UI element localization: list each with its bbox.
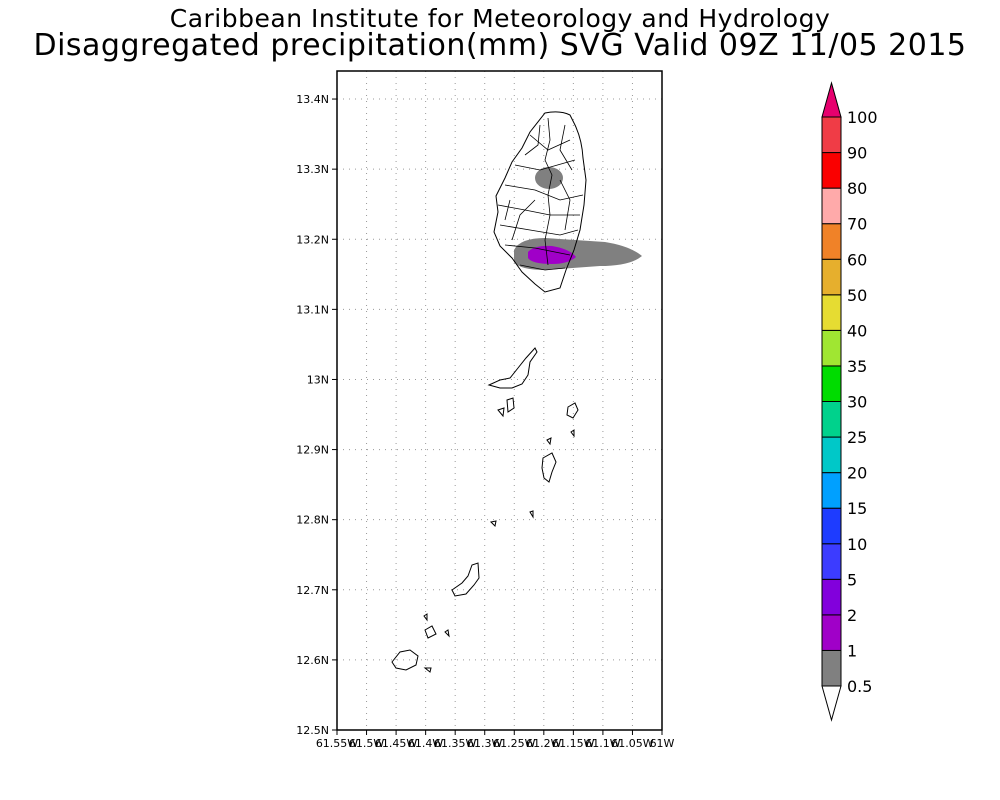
island-bequia (487, 347, 538, 389)
colorbar-label: 60 (847, 250, 867, 269)
island-st-vincent (493, 111, 587, 293)
colorbar-label: 70 (847, 215, 867, 234)
colorbar-segment (821, 507, 842, 545)
colorbar-label: 25 (847, 428, 867, 447)
lon-tick-label: 61.15W (552, 737, 594, 750)
island-islet-9 (444, 629, 450, 638)
map-grid (337, 71, 662, 730)
colorbar-segment (821, 365, 842, 402)
colorbar-lower-arrow (821, 685, 842, 722)
island-islet-1 (506, 397, 515, 413)
colorbar-segment (821, 187, 842, 225)
lat-tick-label: 12.5N (296, 724, 329, 737)
colorbar-segment (821, 472, 842, 509)
island-union (451, 562, 480, 597)
colorbar-label: 40 (847, 321, 867, 340)
colorbar-label: 100 (847, 108, 878, 127)
colorbar-label: 35 (847, 357, 867, 376)
lon-tick-label: 61.25W (493, 737, 535, 750)
colorbar-label: 20 (847, 464, 867, 483)
precip-core (528, 245, 576, 264)
lon-tick-label: 61W (650, 737, 675, 750)
colorbar-label: 30 (847, 393, 867, 412)
colorbar-segment (821, 116, 842, 154)
colorbar-label: 1 (847, 641, 857, 660)
chart-title: Caribbean Institute for Meteorology and … (169, 4, 831, 33)
lat-tick-label: 13.3N (296, 163, 329, 176)
lon-tick-label: 61.45W (375, 737, 417, 750)
colorbar-label: 15 (847, 499, 867, 518)
colorbar-upper-arrow (821, 81, 842, 118)
lat-tick-label: 13.1N (296, 303, 329, 316)
colorbar-label: 10 (847, 535, 867, 554)
island-islet-7 (423, 613, 428, 622)
lon-tick-label: 61.3W (467, 737, 502, 750)
lat-tick-label: 12.8N (296, 514, 329, 527)
colorbar-label: 80 (847, 179, 867, 198)
colorbar-segment (821, 649, 842, 687)
island-islet-8 (424, 625, 437, 639)
colorbar-segment (821, 401, 842, 438)
lat-tick-label: 12.9N (296, 444, 329, 457)
island-islet-4 (546, 437, 552, 446)
island-outlines (391, 111, 587, 673)
lon-tick-label: 61.5W (349, 737, 384, 750)
lat-tick-label: 12.6N (296, 654, 329, 667)
watershed-lines (497, 117, 584, 271)
lon-tick-label: 61.55W (316, 737, 358, 750)
colorbar-label: 5 (847, 570, 857, 589)
lat-tick-label: 13N (307, 373, 329, 386)
lon-tick-label: 61.05W (611, 737, 653, 750)
island-carriacou (391, 649, 419, 671)
latitude-ticks: 13.4N 13.3N 13.2N 13.1N 13N 12.9N 12.8N 12.7N 12… (296, 93, 337, 737)
lon-tick-label: 61.4W (408, 737, 443, 750)
colorbar-label: 0.5 (847, 677, 872, 696)
colorbar-segment (821, 152, 842, 189)
chart-subtitle: Disaggregated precipitation(mm) SVG Vali… (33, 28, 967, 63)
lon-tick-label: 61.2W (526, 737, 561, 750)
precip-area-north (535, 167, 563, 189)
island-islet-2 (497, 407, 505, 418)
lon-tick-label: 61.1W (585, 737, 620, 750)
longitude-ticks: 61.55W61.5W61.45W61.4W61.35W61.3W61.25W6… (316, 730, 675, 750)
island-canouan (541, 452, 557, 483)
colorbar-label: 50 (847, 286, 867, 305)
lat-tick-label: 13.2N (296, 233, 329, 246)
precipitation-shading (514, 167, 642, 270)
island-islet-3 (570, 429, 575, 438)
colorbar-segment (821, 614, 842, 651)
colorbar-segment (821, 223, 842, 260)
colorbar-segment (821, 294, 842, 331)
colorbar-segment (821, 578, 842, 616)
colorbar-segment (821, 436, 842, 474)
colorbar-segment (821, 258, 842, 296)
island-islet-6 (489, 520, 497, 528)
map-frame (336, 70, 663, 731)
colorbar-label: 90 (847, 144, 867, 163)
colorbar-label: 2 (847, 606, 857, 625)
island-islet-10 (423, 667, 432, 673)
lon-tick-label: 61.35W (434, 737, 476, 750)
colorbar-segment (821, 329, 842, 367)
island-mustique (566, 402, 579, 419)
colorbar-segment (821, 543, 842, 580)
island-islet-5 (529, 510, 534, 519)
lat-tick-label: 12.7N (296, 584, 329, 597)
lat-tick-label: 13.4N (296, 93, 329, 106)
